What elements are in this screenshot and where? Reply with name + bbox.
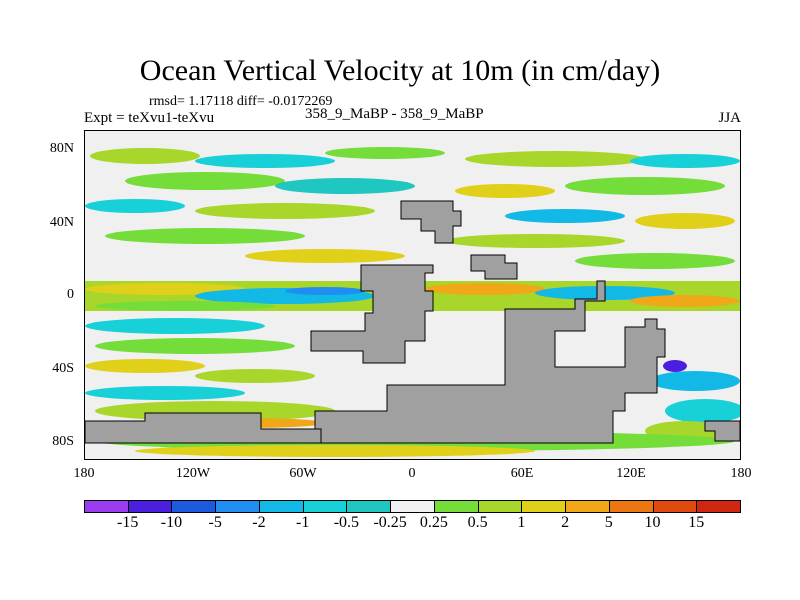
land-north-block (400, 200, 462, 244)
colorbar-swatch (171, 500, 217, 513)
colorbar-label: 0.5 (467, 514, 488, 531)
land-west-continent (310, 264, 434, 364)
colorbar-label: 0.25 (419, 514, 448, 531)
map-svg (85, 131, 740, 459)
colorbar-label: 10 (644, 514, 661, 531)
patch (663, 360, 687, 372)
colorbar-swatch (477, 500, 523, 513)
lon-label-180w: 180 (73, 466, 95, 481)
patch (445, 234, 625, 248)
patch (505, 209, 625, 223)
patch (195, 369, 315, 383)
experiment-label: Expt = teXvu1-teXvu (84, 110, 215, 126)
lon-label-120w: 120W (175, 466, 211, 481)
north-band (85, 147, 740, 269)
season-label: JJA (718, 110, 741, 126)
colorbar-swatch (127, 500, 173, 513)
patch (465, 151, 645, 167)
colorbar-swatch (215, 500, 260, 513)
land-small-island (470, 254, 518, 280)
colorbar-swatch (565, 500, 610, 513)
patch (90, 148, 200, 164)
patch (630, 154, 740, 168)
lat-label-0: 0 (67, 287, 74, 302)
patch (635, 213, 735, 229)
colorbar-swatch (346, 500, 392, 513)
lon-label-0: 0 (408, 466, 416, 481)
colorbar-label: -0.25 (373, 514, 407, 531)
run-label: 358_9_MaBP - 358_9_MaBP (305, 106, 484, 122)
colorbar-swatch (390, 500, 435, 513)
patch (125, 172, 285, 190)
colorbar-label: -5 (208, 514, 222, 531)
colorbar-label: 5 (604, 514, 613, 531)
patch (135, 445, 535, 457)
patch (575, 253, 735, 269)
colorbar-label: -15 (117, 514, 139, 531)
lat-label-40n: 40N (49, 215, 74, 230)
patch (195, 203, 375, 219)
patch (650, 371, 740, 391)
patch (85, 386, 245, 400)
lat-label-40s: 40S (52, 361, 74, 376)
colorbar-swatch (608, 500, 654, 513)
patch (665, 399, 740, 423)
lon-label-180e: 180 (730, 466, 752, 481)
lon-label-60e: 60E (510, 466, 534, 481)
colorbar-swatch (696, 500, 741, 513)
patch (245, 249, 405, 263)
patch (325, 147, 445, 159)
lon-label-60w: 60W (289, 466, 317, 481)
patch (455, 184, 555, 198)
patch (85, 359, 205, 373)
patch (85, 199, 185, 213)
map-panel (84, 130, 741, 460)
patch (105, 228, 305, 244)
stats-text: rmsd= 1.17118 diff= -0.0172269 (149, 94, 333, 109)
lat-label-80s: 80S (52, 434, 74, 449)
patch (85, 318, 265, 334)
patch (285, 287, 365, 295)
patch (425, 283, 545, 295)
colorbar-label: 2 (561, 514, 570, 531)
colorbar-swatch (84, 500, 129, 513)
colorbar-label: -0.5 (333, 514, 360, 531)
colorbar-swatch (433, 500, 479, 513)
colorbar-label: 15 (688, 514, 705, 531)
colorbar-label: 1 (517, 514, 526, 531)
patch (630, 295, 740, 307)
patch (95, 338, 295, 354)
colorbar-swatch (521, 500, 567, 513)
patch (85, 283, 245, 295)
patch (565, 177, 725, 195)
patch (95, 301, 275, 311)
colorbar-swatch (302, 500, 348, 513)
land-south-strip (85, 412, 322, 444)
colorbar-swatch (652, 500, 698, 513)
patch (195, 154, 335, 168)
colorbar (84, 500, 741, 513)
patch (275, 178, 415, 194)
land-masses (85, 200, 740, 444)
plot-title: Ocean Vertical Velocity at 10m (in cm/da… (139, 54, 661, 87)
land-east-island (704, 420, 740, 442)
colorbar-label: -1 (295, 514, 310, 531)
colorbar-label: -10 (160, 514, 183, 531)
colorbar-label: -2 (252, 514, 266, 531)
colorbar-swatch (258, 500, 304, 513)
lat-label-80n: 80N (49, 141, 74, 156)
lon-label-120e: 120E (616, 466, 646, 481)
